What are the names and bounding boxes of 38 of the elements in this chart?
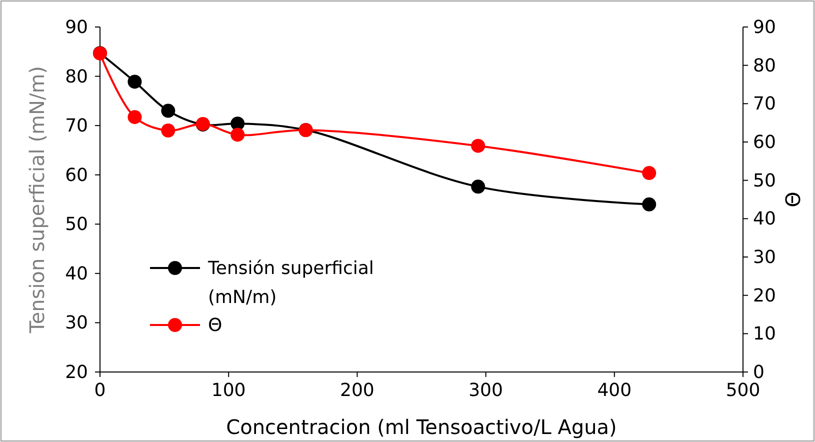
point <box>471 138 486 153</box>
y-tick-label: 70 <box>65 116 88 137</box>
x-tick-label: 300 <box>468 380 503 401</box>
point <box>161 104 176 118</box>
point <box>128 110 142 124</box>
y2-tick-label: 10 <box>753 324 776 345</box>
point <box>128 74 142 89</box>
y2-tick-label: 90 <box>753 17 776 38</box>
legend-label: Tensión superficial (mN/m) <box>207 258 374 308</box>
x-axis-title: Concentracion (ml Tensoactivo/L Agua) <box>226 415 617 439</box>
y2-tick-label: 80 <box>753 55 776 76</box>
y-tick-label: 20 <box>65 362 88 383</box>
x-tick-label: 400 <box>597 380 632 401</box>
point <box>230 128 245 142</box>
y-axis-title: Tension superficial (mN/m) <box>25 66 49 334</box>
y2-tick-label: 0 <box>753 362 764 383</box>
y2-tick-label: 60 <box>753 132 776 153</box>
y2-axis-title: Θ <box>781 192 805 208</box>
y2-tick-label: 50 <box>753 170 776 192</box>
y-tick-label: 80 <box>65 66 88 88</box>
y-tick-label: 30 <box>65 312 88 334</box>
x-tick-label: 100 <box>211 380 246 401</box>
y2-tick-label: 30 <box>753 247 776 268</box>
x-tick-label: 500 <box>726 380 760 401</box>
x-tick-label: 200 <box>340 380 374 401</box>
point <box>642 166 656 180</box>
y2-tick-label: 20 <box>753 285 776 306</box>
x-tick-label: 0 <box>94 380 106 401</box>
y2-tick-label: 40 <box>753 208 776 230</box>
y2-tick-label: 70 <box>753 94 776 115</box>
legend-label: Θ <box>208 315 222 336</box>
point <box>642 197 656 212</box>
y-tick-label: 90 <box>65 17 88 38</box>
point <box>161 124 176 138</box>
point <box>471 180 486 194</box>
y-tick-label: 40 <box>65 263 88 284</box>
y-tick-label: 60 <box>65 164 88 186</box>
y-tick-label: 50 <box>65 214 88 236</box>
